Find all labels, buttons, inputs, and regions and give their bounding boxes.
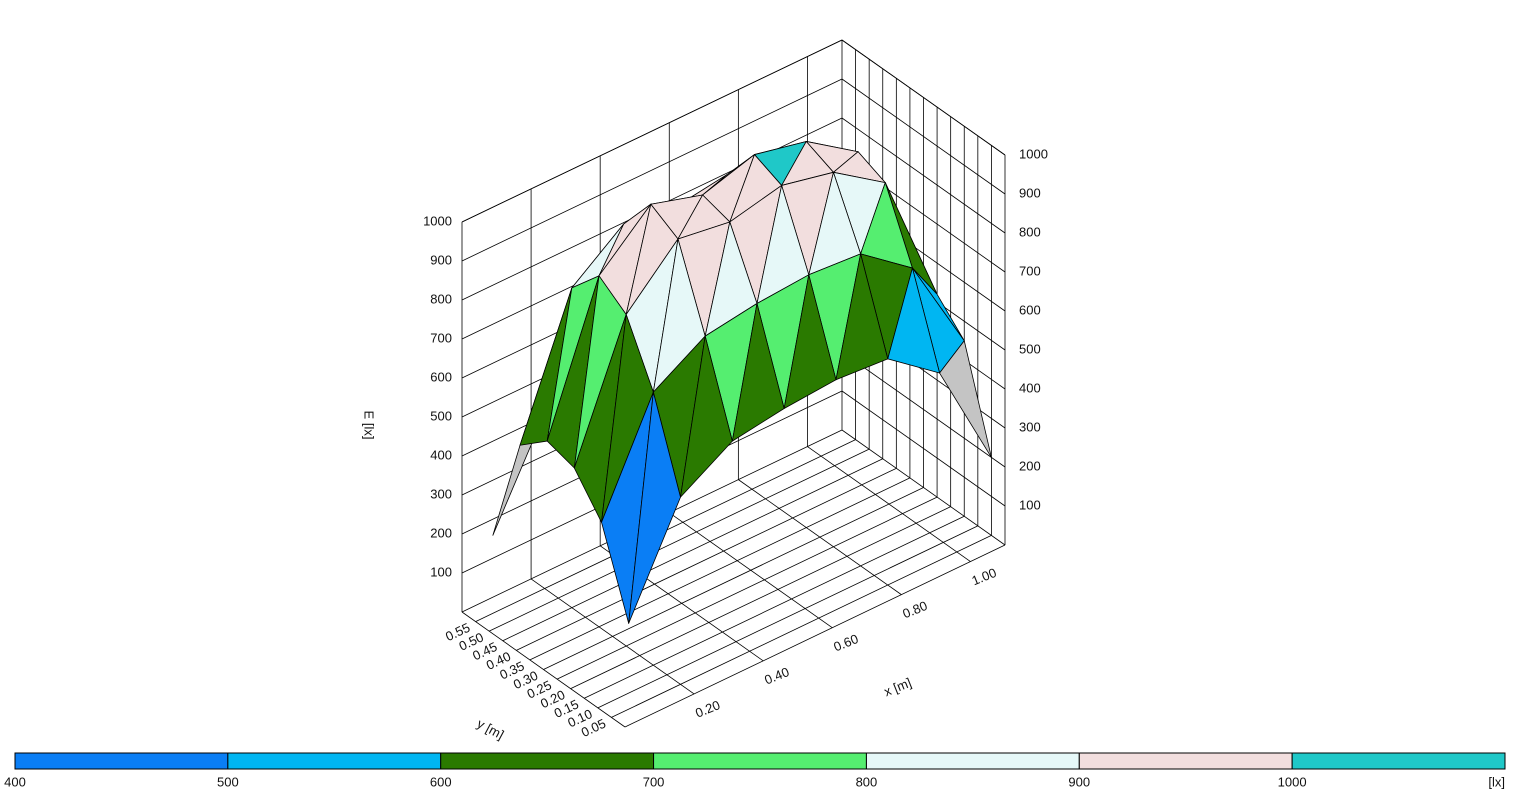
colorbar-label: 900: [1068, 774, 1090, 789]
z-tick-label: 600: [430, 369, 452, 384]
colorbar: 400 500 600 700 800 900 1000 [lx]: [4, 752, 1506, 789]
colorbar-label: 400: [4, 774, 26, 789]
surface-face: [887, 267, 940, 374]
x-tick-label: 0.20: [693, 697, 722, 720]
colorbar-label: 500: [217, 774, 239, 789]
grid-line: [597, 525, 979, 709]
colorbar-label: 700: [643, 774, 665, 789]
colorbar-swatch: [227, 752, 442, 770]
surface-face: [628, 391, 681, 624]
surface-face: [835, 253, 889, 381]
grid-line: [461, 39, 843, 223]
colorbar-swatch: [440, 752, 655, 770]
z-axis-label: E [lx]: [362, 411, 377, 440]
colorbar-swatch: [14, 752, 229, 770]
surface-face: [680, 335, 733, 498]
frame-edge: [624, 544, 1006, 728]
z-tick-label: 100: [1019, 497, 1041, 512]
z-tick-label: 800: [1019, 224, 1041, 239]
z-tick-label: 200: [1019, 458, 1041, 473]
grid-line: [556, 496, 938, 680]
x-tick-label: 1.00: [970, 565, 999, 588]
z-tick-label: 700: [430, 330, 452, 345]
grid-line: [543, 487, 924, 670]
x-tick-label: 0.60: [831, 631, 860, 654]
surface: [492, 141, 992, 624]
colorbar-swatch: [1291, 752, 1506, 770]
z-tick-label: 100: [430, 564, 452, 579]
colorbar-unit: [lx]: [1488, 774, 1505, 789]
surface-face: [783, 274, 837, 409]
x-axis-label: x [m]: [882, 675, 914, 699]
colorbar-swatch: [1078, 752, 1293, 770]
grid-line: [611, 535, 992, 718]
colorbar-swatch: [865, 752, 1080, 770]
grid-line: [584, 515, 965, 699]
grid-line: [488, 448, 870, 632]
z-tick-label: 500: [1019, 341, 1041, 356]
colorbar-label: 1000: [1278, 774, 1307, 789]
grid-line: [461, 78, 843, 262]
z-tick-label: 300: [430, 486, 452, 501]
z-tick-label: 300: [1019, 419, 1041, 434]
z-tick-label: 200: [430, 525, 452, 540]
z-tick-label: 900: [1019, 185, 1041, 200]
colorbar-label: 600: [430, 774, 452, 789]
surface-face: [939, 340, 992, 458]
grid-line: [570, 506, 951, 690]
z-tick-label: 1000: [423, 213, 452, 228]
z-tick-label: 600: [1019, 302, 1041, 317]
z-tick-label: 900: [430, 252, 452, 267]
colorbar-swatch: [653, 752, 867, 770]
z-tick-label: 800: [430, 291, 452, 306]
colorbar-label: 800: [856, 774, 878, 789]
z-tick-label: 500: [430, 408, 452, 423]
grid-line: [502, 458, 883, 642]
z-tick-label: 700: [1019, 263, 1041, 278]
labels: 100 100 200 200 300 300 400 400 500 500 600 600 700 7…: [423, 146, 1048, 740]
x-tick-label: 0.80: [900, 598, 929, 621]
z-tick-label: 400: [1019, 380, 1041, 395]
surface-face: [731, 303, 785, 442]
z-tick-label: 400: [430, 447, 452, 462]
z-tick-label: 1000: [1019, 146, 1048, 161]
y-axis-label: y [m]: [475, 716, 507, 742]
grid-line: [529, 477, 911, 661]
x-tick-label: 0.40: [762, 664, 791, 687]
grid-line: [516, 467, 897, 651]
